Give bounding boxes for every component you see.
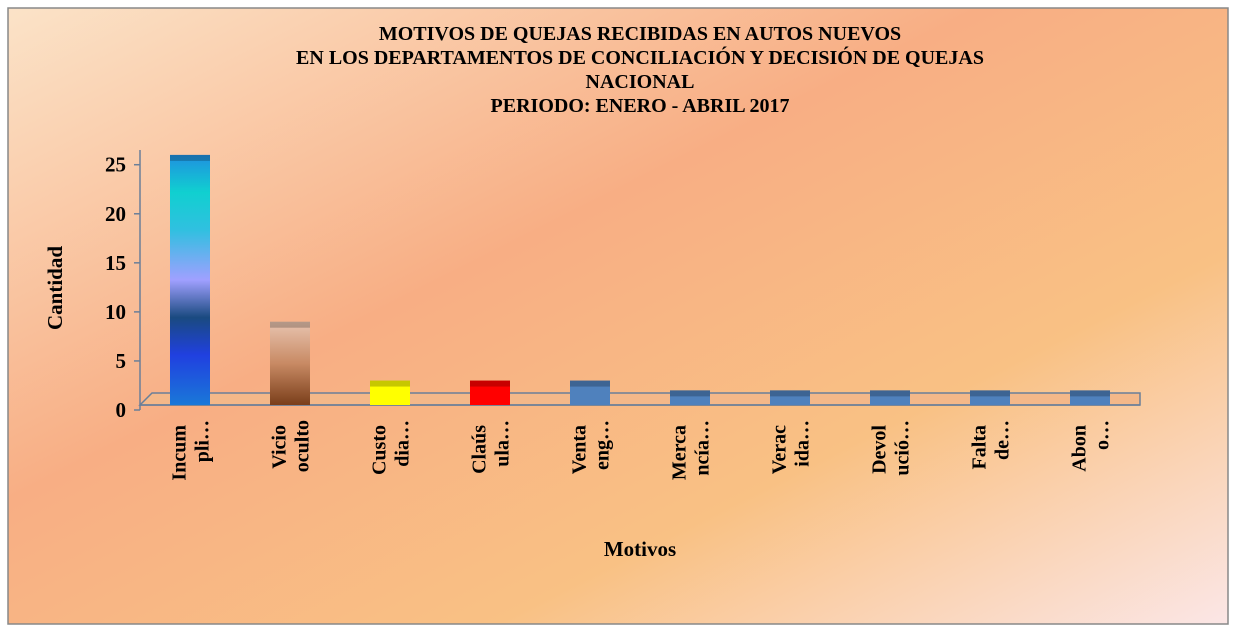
x-tick-label: Verac ida… [769,420,814,474]
bar [170,154,210,405]
chart-title-line: PERIODO: ENERO - ABRIL 2017 [491,95,790,117]
y-axis-label: Cantidad [43,246,67,330]
bar-cap [1070,390,1110,397]
y-tick-label: 10 [105,300,126,324]
y-tick-label: 15 [105,251,126,275]
bar [770,390,810,405]
x-axis-label: Motivos [604,537,676,561]
chart-background [7,7,1229,625]
y-tick-label: 0 [116,398,127,422]
bar-cap [770,390,810,397]
bar [370,380,410,405]
bar-cap [270,321,310,328]
bar [1070,390,1110,405]
x-tick-label: Venta eng… [569,420,614,474]
y-tick-label: 25 [105,153,126,177]
bar-cap [470,380,510,387]
chart-title-line: NACIONAL [586,71,695,93]
x-tick-label: Falta de… [969,420,1014,469]
bar-cap [170,154,210,161]
bar [670,390,710,405]
chart-title-line: EN LOS DEPARTAMENTOS DE CONCILIACIÓN Y D… [296,45,984,69]
bar-cap [370,380,410,387]
bar-cap [570,380,610,387]
y-tick-label: 20 [105,202,126,226]
bar [270,321,310,405]
x-tick-label: Incum pli… [169,420,214,481]
x-tick-label: Vicio oculto [269,420,314,472]
x-tick-label: Custo dia… [369,420,414,475]
bar [470,380,510,405]
y-tick-label: 5 [116,349,127,373]
x-tick-label: Claús ula… [469,420,514,474]
bar-cap [670,390,710,397]
x-tick-label: Merca ncía… [669,420,714,480]
x-tick-label: Abon o… [1069,420,1114,472]
bar-cap [970,390,1010,397]
bar [870,390,910,405]
bar [570,380,610,405]
chart-title: MOTIVOS DE QUEJAS RECIBIDAS EN AUTOS NUE… [296,23,984,117]
x-tick-label: Devol ució… [869,420,914,476]
chart-title-line: MOTIVOS DE QUEJAS RECIBIDAS EN AUTOS NUE… [379,23,901,45]
bar [970,390,1010,405]
bar-cap [870,390,910,397]
